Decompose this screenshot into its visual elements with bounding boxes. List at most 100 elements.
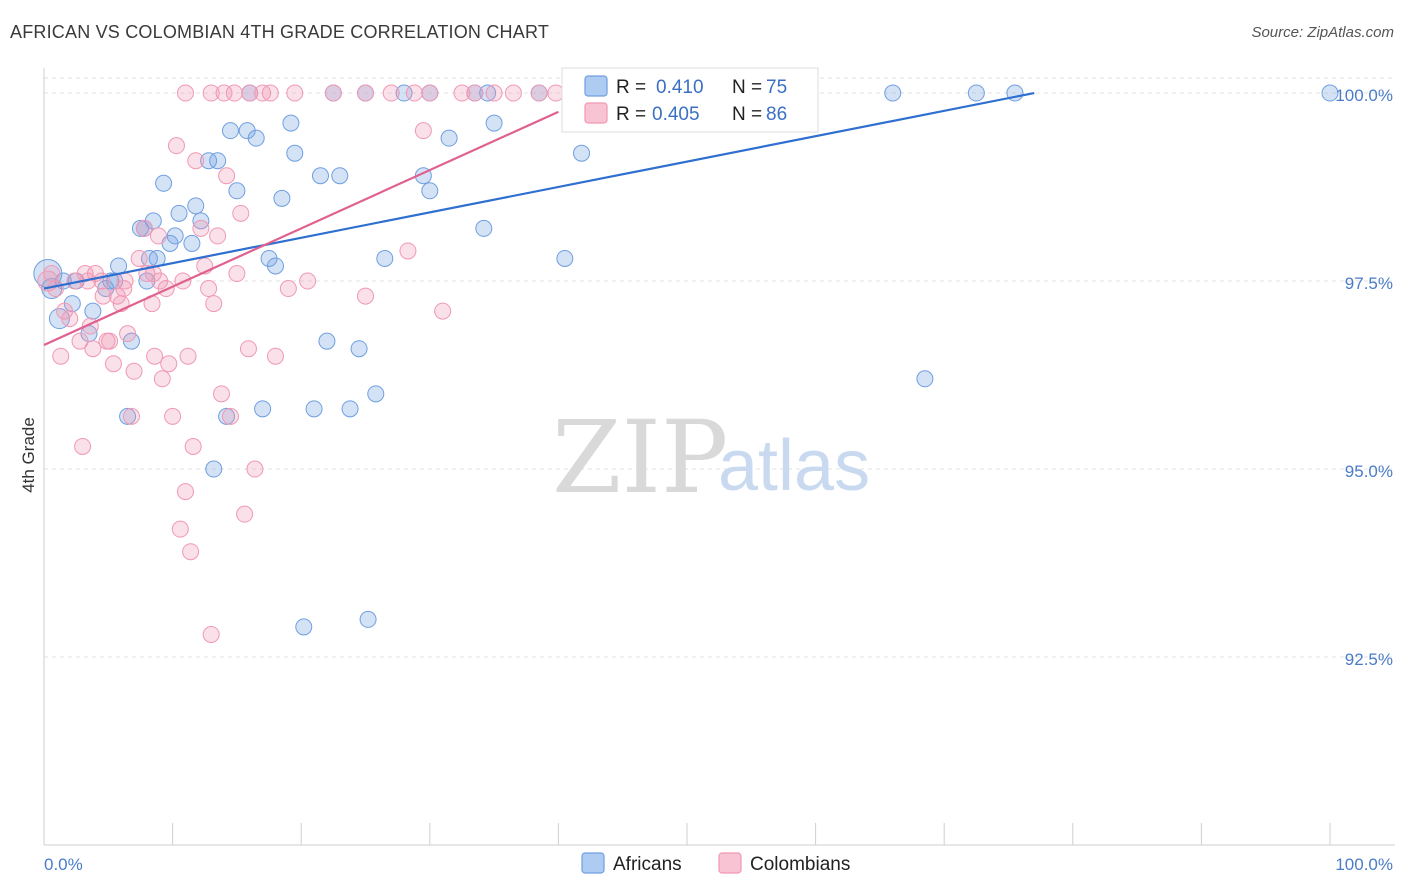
africans-point [311, 167, 329, 185]
colombians-point [246, 460, 264, 478]
africans-point [48, 308, 70, 330]
bottom-legend-label-colombians: Colombians [750, 854, 850, 875]
colombians-point [225, 84, 243, 102]
colombians-point [485, 84, 503, 102]
legend-n-value-colombians: 86 [766, 104, 787, 125]
colombians-point [71, 332, 89, 350]
source-credit: Source: ZipAtlas.com [1251, 24, 1394, 41]
africans-trend-line [43, 91, 1035, 290]
y-tick-label: 92.5% [1345, 650, 1393, 669]
colombians-point [167, 137, 185, 155]
africans-point [218, 407, 236, 425]
trend-layer [43, 91, 1035, 346]
colombians-point [130, 249, 148, 267]
colombians-point [52, 347, 70, 365]
colombians-point [104, 355, 122, 373]
watermark-atlas: atlas [718, 426, 870, 506]
colombians-point [184, 437, 202, 455]
colombians-point [125, 362, 143, 380]
top-legend: R = 0.410 N = 75 R = 0.405 N = 86 [561, 67, 819, 133]
africans-point [376, 249, 394, 267]
bottom-legend: Africans Colombians [581, 852, 850, 875]
africans-point [318, 332, 336, 350]
colombians-point [504, 84, 522, 102]
colombians-point [43, 265, 61, 283]
africans-point [341, 400, 359, 418]
points-layer [33, 84, 1339, 643]
colombians-point [239, 340, 257, 358]
x-tick-label: 100.0% [1335, 855, 1393, 874]
colombians-point [116, 272, 134, 290]
africans-point [119, 407, 137, 425]
africans-point [266, 257, 284, 275]
legend-n-label-colombians: N = [732, 104, 762, 125]
colombians-point [266, 347, 284, 365]
x-tick-label: 0.0% [44, 855, 83, 874]
legend-swatch-colombians [584, 102, 608, 124]
colombians-point [286, 84, 304, 102]
colombians-point [405, 84, 423, 102]
africans-point [367, 385, 385, 403]
watermark-zip: ZIP [552, 399, 728, 516]
africans-point [359, 610, 377, 628]
ticks-layer: 92.5% 95.0% 97.5% 100.0% 0.0% 100.0% [44, 86, 1393, 874]
africans-point [228, 182, 246, 200]
legend-r-value-colombians: 0.405 [652, 104, 700, 125]
colombians-point [160, 355, 178, 373]
africans-point [247, 129, 265, 147]
africans-point [573, 144, 591, 162]
colombians-point [153, 370, 171, 388]
colombians-point [434, 302, 452, 320]
colombians-point [228, 265, 246, 283]
colombians-point [179, 347, 197, 365]
colombians-point [382, 84, 400, 102]
africans-point [183, 234, 201, 252]
africans-point [273, 189, 291, 207]
colombians-point [221, 407, 239, 425]
colombians-point [232, 204, 250, 222]
colombians-point [421, 84, 439, 102]
africans-point [475, 219, 493, 237]
africans-point [350, 340, 368, 358]
africans-point [200, 152, 218, 170]
colombians-point [547, 84, 565, 102]
africans-point [884, 84, 902, 102]
colombians-point [187, 152, 205, 170]
chart-title: AFRICAN VS COLOMBIAN 4TH GRADE CORRELATI… [10, 22, 550, 42]
africans-point [110, 257, 128, 275]
africans-point [187, 197, 205, 215]
colombians-point [94, 287, 112, 305]
colombians-point [530, 84, 548, 102]
africans-point [286, 144, 304, 162]
colombians-point [135, 219, 153, 237]
colombians-point [192, 219, 210, 237]
colombians-point [453, 84, 471, 102]
colombians-point [176, 84, 194, 102]
africans-point [155, 174, 173, 192]
colombians-point [399, 242, 417, 260]
africans-point [205, 460, 223, 478]
colombians-point [84, 340, 102, 358]
africans-point [295, 618, 313, 636]
colombians-point [182, 543, 200, 561]
colombians-point [466, 84, 484, 102]
colombians-point [119, 325, 137, 343]
legend-n-value-africans: 75 [766, 77, 787, 98]
watermark: ZIP atlas [552, 399, 870, 516]
colombians-point [74, 437, 92, 455]
colombians-point [101, 332, 119, 350]
grid-layer [44, 77, 1395, 658]
y-axis-label: 4th Grade [19, 417, 38, 493]
legend-swatch-africans [584, 75, 608, 97]
colombians-point [171, 520, 189, 538]
legend-r-label-colombians: R = [616, 104, 646, 125]
colombians-point [324, 84, 342, 102]
colombians-point [200, 280, 218, 298]
colombians-point [236, 505, 254, 523]
y-tick-label: 97.5% [1345, 274, 1393, 293]
colombians-point [202, 84, 220, 102]
africans-point [485, 114, 503, 132]
africans-point [254, 400, 272, 418]
y-tick-label: 95.0% [1345, 462, 1393, 481]
